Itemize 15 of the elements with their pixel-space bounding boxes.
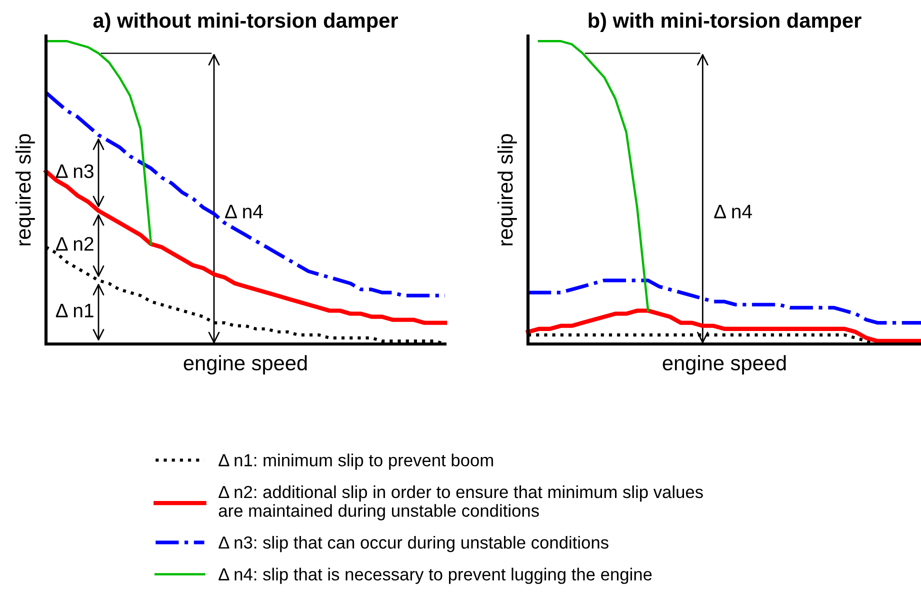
y-axis-title: required slip <box>497 134 517 246</box>
annotation: Δ n4 <box>714 204 752 218</box>
chart-title: a) without mini-torsion damper <box>93 12 398 32</box>
x-axis-title: engine speed <box>184 355 307 375</box>
annotation: Δ n3 <box>56 164 94 178</box>
annotation: Δ n4 <box>225 204 263 218</box>
x-axis-title: engine speed <box>662 355 786 375</box>
annotation: Δ n1 <box>56 304 94 318</box>
legend-label: Δ n4: slip that is necessary to prevent lugging the engine <box>218 568 652 584</box>
legend-label: Δ n2: additional slip in order to ensure that minimum slip values are maintained during unstable conditions <box>218 485 703 520</box>
annotation: Δ n2 <box>56 237 94 251</box>
y-axis-title: required slip <box>15 134 35 246</box>
chart-title: b) with mini-torsion damper <box>588 12 862 32</box>
legend-label: Δ n3: slip that can occur during unstable conditions <box>218 536 608 552</box>
legend-label: Δ n1: minimum slip to prevent boom <box>218 454 493 470</box>
